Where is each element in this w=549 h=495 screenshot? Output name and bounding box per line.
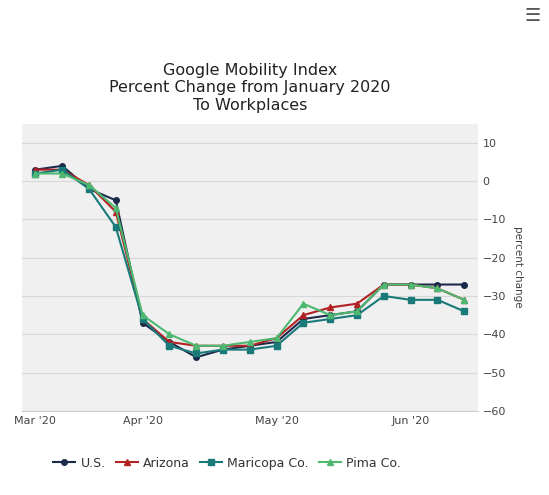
Maricopa Co. (461, 308, 468, 314)
Arizona (113, 209, 119, 215)
Pima Co. (86, 182, 92, 188)
Pima Co. (59, 171, 65, 177)
Line: Pima Co.: Pima Co. (32, 171, 467, 348)
Arizona (139, 316, 146, 322)
Maricopa Co. (300, 320, 307, 326)
Pima Co. (139, 312, 146, 318)
Arizona (193, 343, 199, 349)
Arizona (461, 297, 468, 303)
U.S. (32, 167, 38, 173)
Arizona (86, 182, 92, 188)
Maricopa Co. (193, 350, 199, 356)
Arizona (273, 335, 280, 341)
Maricopa Co. (166, 343, 173, 349)
U.S. (354, 308, 360, 314)
Arizona (354, 300, 360, 306)
Maricopa Co. (380, 293, 387, 299)
U.S. (407, 282, 414, 288)
Arizona (220, 343, 226, 349)
Pima Co. (166, 331, 173, 337)
Pima Co. (193, 343, 199, 349)
U.S. (59, 163, 65, 169)
Maricopa Co. (113, 224, 119, 230)
Line: U.S.: U.S. (32, 163, 467, 360)
U.S. (166, 339, 173, 345)
Maricopa Co. (354, 312, 360, 318)
Pima Co. (407, 282, 414, 288)
Pima Co. (300, 300, 307, 306)
Y-axis label: percent change: percent change (513, 227, 523, 308)
U.S. (327, 312, 333, 318)
Maricopa Co. (139, 316, 146, 322)
U.S. (220, 346, 226, 352)
Arizona (247, 343, 253, 349)
Pima Co. (380, 282, 387, 288)
U.S. (193, 354, 199, 360)
Arizona (327, 304, 333, 310)
Pima Co. (247, 339, 253, 345)
Arizona (59, 167, 65, 173)
Pima Co. (220, 343, 226, 349)
Legend: U.S., Arizona, Maricopa Co., Pima Co.: U.S., Arizona, Maricopa Co., Pima Co. (48, 451, 406, 475)
Arizona (434, 286, 441, 292)
Pima Co. (32, 171, 38, 177)
Arizona (300, 312, 307, 318)
Pima Co. (327, 312, 333, 318)
Line: Maricopa Co.: Maricopa Co. (32, 167, 467, 356)
U.S. (139, 320, 146, 326)
U.S. (300, 316, 307, 322)
Pima Co. (273, 335, 280, 341)
U.S. (380, 282, 387, 288)
Maricopa Co. (32, 171, 38, 177)
Text: ☰: ☰ (525, 7, 541, 25)
Maricopa Co. (220, 346, 226, 352)
Pima Co. (113, 205, 119, 211)
Pima Co. (461, 297, 468, 303)
Arizona (407, 282, 414, 288)
Maricopa Co. (86, 186, 92, 192)
U.S. (113, 198, 119, 203)
U.S. (273, 339, 280, 345)
U.S. (247, 343, 253, 349)
Pima Co. (354, 308, 360, 314)
U.S. (434, 282, 441, 288)
Arizona (166, 339, 173, 345)
Arizona (32, 167, 38, 173)
Maricopa Co. (407, 297, 414, 303)
Title: Google Mobility Index
Percent Change from January 2020
To Workplaces: Google Mobility Index Percent Change fro… (109, 63, 390, 113)
Pima Co. (434, 286, 441, 292)
Line: Arizona: Arizona (32, 167, 467, 348)
Maricopa Co. (434, 297, 441, 303)
Maricopa Co. (327, 316, 333, 322)
Maricopa Co. (247, 346, 253, 352)
Maricopa Co. (273, 343, 280, 349)
Arizona (380, 282, 387, 288)
Maricopa Co. (59, 167, 65, 173)
U.S. (86, 186, 92, 192)
U.S. (461, 282, 468, 288)
